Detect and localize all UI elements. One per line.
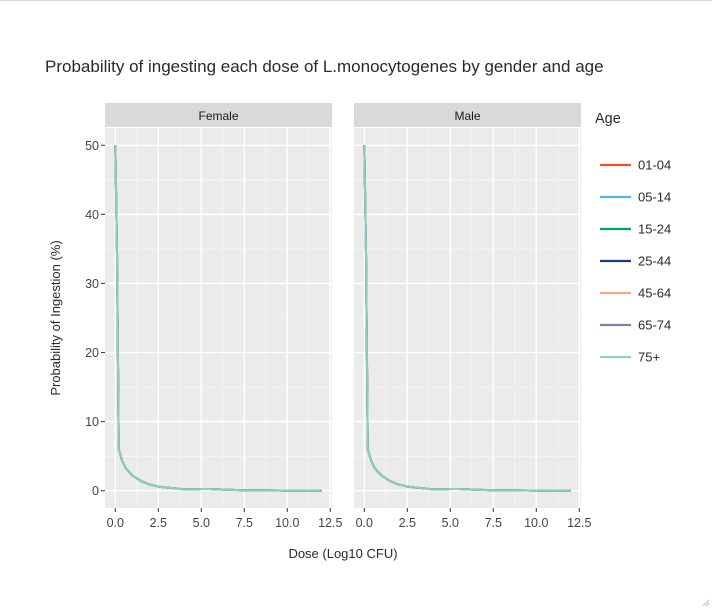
y-tick-label: 0 — [92, 484, 99, 498]
facet-label-female: Female — [198, 109, 238, 123]
facet-strip-female — [105, 103, 332, 127]
x-tick-label: 7.5 — [485, 516, 502, 530]
legend-label-01-04: 01-04 — [638, 158, 671, 173]
y-tick-label: 50 — [85, 139, 99, 153]
x-tick-label: 0.0 — [356, 516, 373, 530]
legend-label-45-64: 45-64 — [638, 286, 671, 301]
chart-title: Probability of ingesting each dose of L.… — [45, 57, 604, 76]
y-tick-label: 20 — [85, 346, 99, 360]
x-axis-title: Dose (Log10 CFU) — [288, 546, 397, 561]
y-tick-label: 30 — [85, 277, 99, 291]
series-line-male-75plus — [363, 145, 571, 492]
x-tick-label: 2.5 — [399, 516, 416, 530]
x-tick-label: 5.0 — [442, 516, 459, 530]
x-tick-label: 2.5 — [150, 516, 167, 530]
x-tick-label: 10.0 — [524, 516, 548, 530]
x-tick-label: 10.0 — [275, 516, 299, 530]
x-tick-label: 5.0 — [193, 516, 210, 530]
legend-label-25-44: 25-44 — [638, 254, 671, 269]
facet-label-male: Male — [454, 109, 480, 123]
resize-grip-icon[interactable] — [700, 597, 710, 607]
legend-label-05-14: 05-14 — [638, 190, 671, 205]
y-tick-label: 40 — [85, 208, 99, 222]
facet-strip-male — [354, 103, 581, 127]
legend-label-15-24: 15-24 — [638, 222, 671, 237]
series-line-female-75plus — [114, 145, 322, 492]
legend-label-75plus: 75+ — [638, 350, 660, 365]
legend-title: Age — [595, 111, 621, 127]
x-tick-label: 7.5 — [236, 516, 253, 530]
x-tick-label: 12.5 — [567, 516, 591, 530]
top-border — [0, 0, 712, 1]
legend-label-65-74: 65-74 — [638, 318, 671, 333]
y-tick-label: 10 — [85, 415, 99, 429]
x-tick-label: 0.0 — [107, 516, 124, 530]
y-axis-title: Probability of Ingestion (%) — [48, 240, 63, 395]
x-tick-label: 12.5 — [318, 516, 342, 530]
